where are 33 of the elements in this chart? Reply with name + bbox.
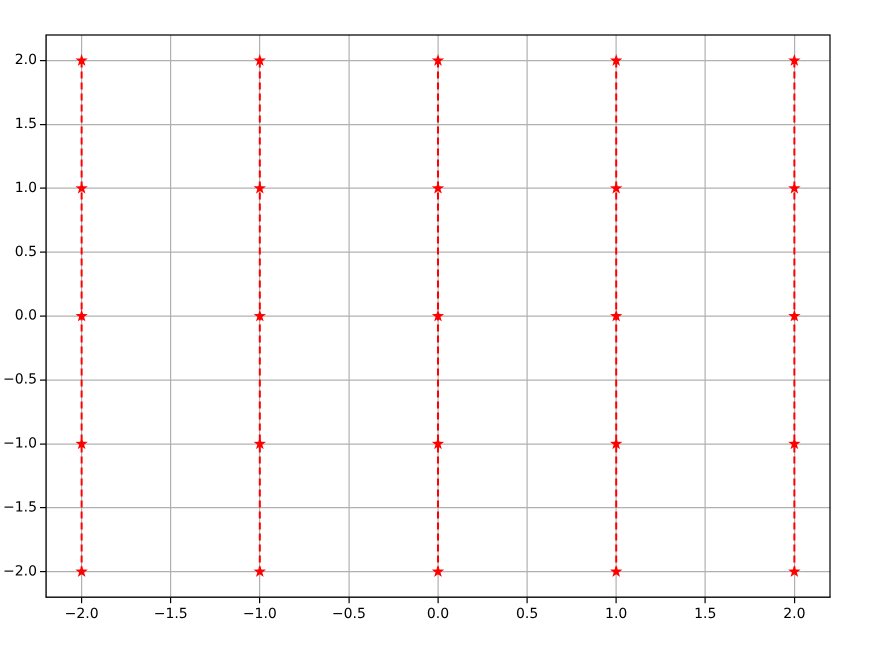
point — [432, 310, 444, 322]
point — [788, 565, 801, 577]
y-tick-label: 1.0 — [14, 180, 37, 196]
y-tick-label: −2.0 — [2, 563, 37, 580]
x-tick-label: 2.0 — [783, 606, 806, 622]
y-tick-label: 0.5 — [14, 244, 37, 260]
point — [610, 54, 622, 66]
x-tick-label: −2.0 — [64, 606, 99, 622]
y-tick-label: −1.0 — [2, 436, 37, 452]
x-tick-label: 0.0 — [426, 606, 450, 622]
point — [75, 54, 88, 66]
point — [610, 565, 622, 577]
x-tick-label: −1.0 — [242, 606, 277, 622]
x-tick-label: 0.5 — [516, 606, 538, 622]
point — [788, 310, 801, 322]
point — [75, 310, 88, 322]
point — [610, 310, 622, 322]
x-tick-label: −0.5 — [332, 606, 366, 622]
point — [254, 310, 266, 322]
point — [432, 54, 444, 66]
x-tick-label: −1.5 — [154, 606, 188, 622]
point — [75, 565, 88, 577]
point — [254, 565, 266, 577]
point — [788, 54, 801, 66]
point — [254, 54, 266, 66]
y-tick-label: −0.5 — [2, 372, 37, 388]
y-tick-label: 0.0 — [14, 308, 37, 324]
x-tick-label: 1.0 — [605, 606, 628, 622]
y-tick-label: 1.5 — [14, 116, 37, 132]
point — [432, 565, 444, 577]
x-tick-label: 1.5 — [694, 606, 716, 622]
y-tick-label: −1.5 — [2, 499, 37, 516]
y-tick-label: 2.0 — [14, 52, 37, 68]
